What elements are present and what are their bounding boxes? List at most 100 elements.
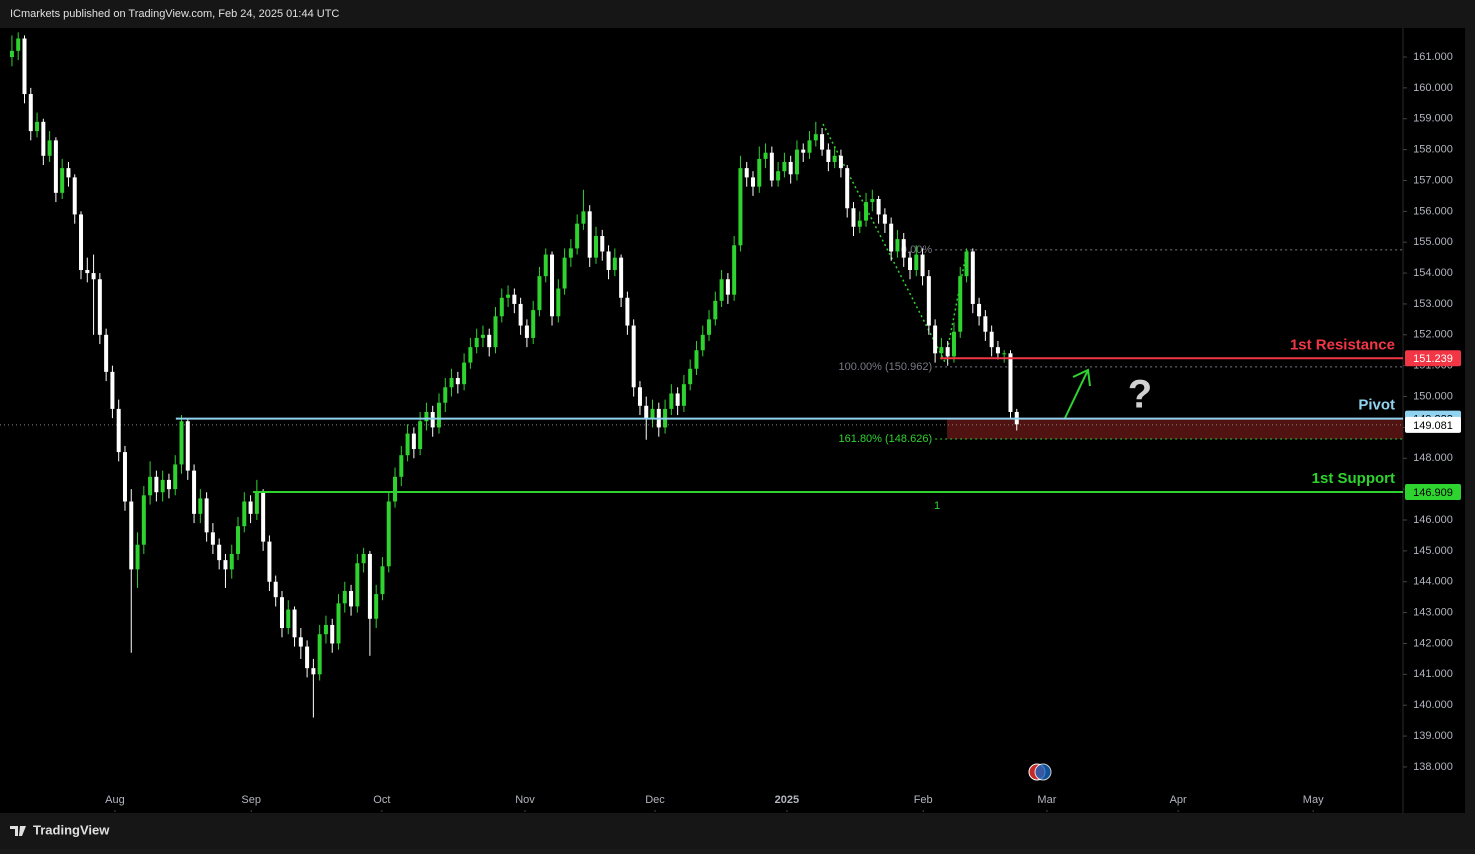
candle-body <box>989 331 994 348</box>
candle-body <box>154 476 159 493</box>
arrow-head <box>1072 368 1091 387</box>
candle-body <box>619 257 624 298</box>
candle-body <box>744 168 749 178</box>
x-tick-label: Feb <box>914 794 933 806</box>
candle-body <box>499 297 504 317</box>
candle-body <box>556 288 561 317</box>
candle-body <box>977 303 982 317</box>
candle-body <box>945 347 950 357</box>
candle-body <box>644 405 649 419</box>
candle-body <box>782 161 787 172</box>
candle-body <box>317 634 322 675</box>
candle-body <box>531 310 536 338</box>
candle-body <box>801 149 806 153</box>
y-tick-label: 158.000 <box>1413 144 1453 156</box>
candle-body <box>349 590 354 607</box>
candle-body <box>908 257 913 270</box>
fib-marker: 1 <box>934 500 940 512</box>
fib-label: 100.00% (150.962) <box>839 361 933 373</box>
candle-body <box>210 532 215 545</box>
candle-body <box>700 334 705 351</box>
candle-body <box>857 220 862 227</box>
candle-body <box>895 239 900 252</box>
candle-body <box>832 155 837 162</box>
candle-body <box>28 94 33 132</box>
candle-body <box>47 140 52 156</box>
candle-body <box>593 236 598 258</box>
candle-body <box>794 149 799 175</box>
candle-body <box>763 152 768 159</box>
candle-body <box>148 476 153 496</box>
x-tick-label: May <box>1303 794 1324 806</box>
candle-body <box>820 134 825 150</box>
candle-body <box>330 624 335 644</box>
candle-body <box>160 479 165 493</box>
candle-body <box>179 421 184 465</box>
candle-body <box>914 254 919 270</box>
candle-body <box>217 544 222 561</box>
candle-body <box>719 279 724 301</box>
candle-body <box>355 563 360 607</box>
candle-body <box>926 276 931 326</box>
candle-body <box>769 152 774 181</box>
x-tick-label: Sep <box>241 794 261 806</box>
candle-body <box>732 245 737 295</box>
y-tick-label: 141.000 <box>1413 668 1453 680</box>
candle-body <box>66 168 71 178</box>
candle-body <box>889 223 894 252</box>
candle-body <box>204 498 209 533</box>
candle-body <box>399 455 404 477</box>
x-tick-label: Nov <box>515 794 535 806</box>
candle-body <box>110 371 115 409</box>
event-flag <box>1034 763 1052 781</box>
candle-body <box>694 350 699 369</box>
candle-body <box>524 325 529 338</box>
zone <box>947 418 1403 439</box>
annotation: ? <box>1128 373 1152 417</box>
candle-body <box>298 637 303 647</box>
candle-body <box>562 257 567 289</box>
candle-body <box>568 248 573 258</box>
y-tick-label: 152.000 <box>1413 329 1453 341</box>
candle-body <box>455 378 460 385</box>
candle-body <box>851 208 856 227</box>
candle-body <box>336 603 341 644</box>
candle-body <box>405 433 410 456</box>
candle-body <box>361 553 366 564</box>
level-label: 1st Support <box>1312 470 1395 487</box>
candle-body <box>223 560 228 570</box>
y-tick-label: 160.000 <box>1413 82 1453 94</box>
candle-body <box>449 378 454 388</box>
y-tick-label: 157.000 <box>1413 174 1453 186</box>
candle-body <box>430 411 435 428</box>
candle-body <box>901 239 906 258</box>
candle-body <box>675 393 680 406</box>
y-tick-label: 155.000 <box>1413 236 1453 248</box>
level-label: 1st Resistance <box>1290 336 1395 353</box>
candle-body <box>141 495 146 545</box>
x-tick-label: Oct <box>373 794 390 806</box>
candle-body <box>506 294 511 298</box>
candle-body <box>512 294 517 304</box>
candle-body <box>72 177 77 215</box>
x-tick-label: Aug <box>105 794 125 806</box>
candle-body <box>788 161 793 175</box>
candle-body <box>650 408 655 419</box>
y-tick-label: 143.000 <box>1413 607 1453 619</box>
candle-body <box>166 479 171 490</box>
candle-body <box>474 337 479 348</box>
candle-body <box>424 411 429 422</box>
candle-body <box>305 646 310 669</box>
candle-body <box>129 501 134 570</box>
candle-body <box>587 211 592 258</box>
x-tick-label: 2025 <box>775 794 799 806</box>
y-tick-label: 139.000 <box>1413 730 1453 742</box>
candle-body <box>116 408 121 453</box>
brand-logo <box>10 826 26 836</box>
candle-body <box>229 553 234 570</box>
candle-body <box>367 553 372 619</box>
candle-body <box>606 251 611 270</box>
candle-body <box>600 236 605 252</box>
candle-body <box>707 319 712 335</box>
